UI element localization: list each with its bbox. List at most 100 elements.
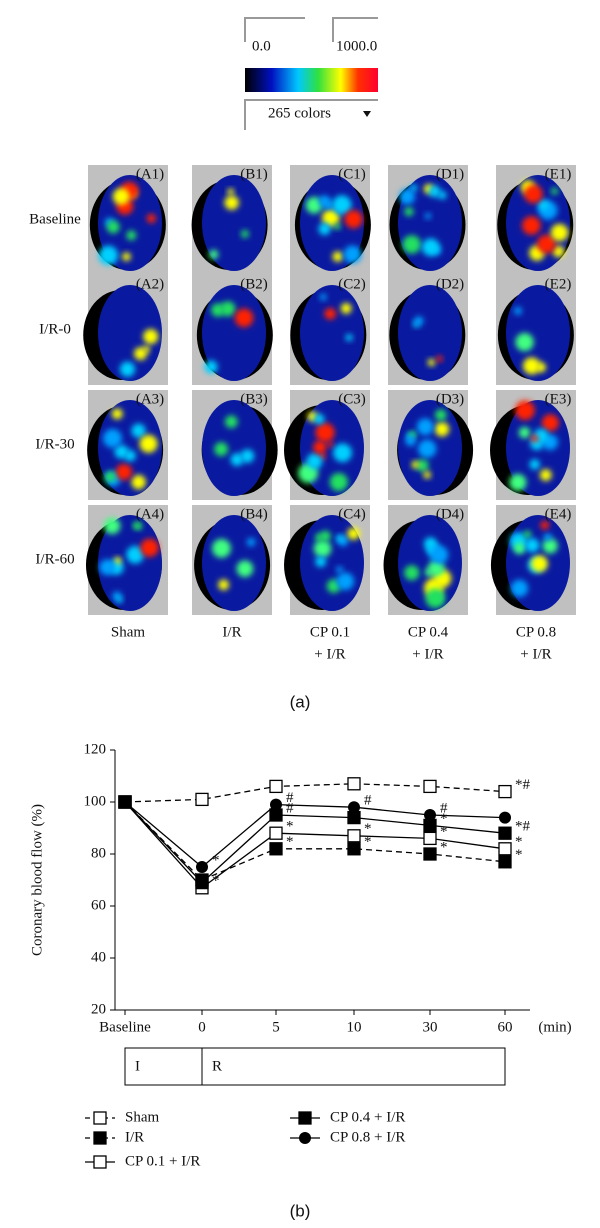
heatmap-image: (C2) <box>290 275 370 385</box>
heatmap-image: (D3) <box>388 390 474 500</box>
column-label: Sham <box>111 624 146 640</box>
perfusion-spot <box>434 421 450 437</box>
perfusion-spot <box>541 414 559 432</box>
perfusion-spot <box>306 453 323 470</box>
perfusion-spot <box>332 251 344 262</box>
legend-label: CP 0.4 + I/R <box>330 1109 405 1125</box>
heatmap-image: (D4) <box>383 505 468 615</box>
annotation: # <box>440 800 448 816</box>
perfusion-spot <box>99 559 116 576</box>
perfusion-spot <box>399 188 416 205</box>
dropdown-arrow[interactable] <box>363 111 371 117</box>
point <box>424 809 436 821</box>
heatmap-image: (A3) <box>87 390 168 500</box>
annotation: # <box>364 793 372 809</box>
colorbar-max: 1000.0 <box>336 38 377 54</box>
heart-tissue <box>202 400 266 496</box>
annotation: * <box>515 847 523 863</box>
annotation: * <box>286 834 294 850</box>
perfusion-spot <box>313 440 327 454</box>
heatmap-image: (E3) <box>490 390 576 500</box>
perfusion-spot <box>417 439 437 458</box>
y-tick-label: 40 <box>91 949 106 965</box>
point <box>269 779 283 794</box>
perfusion-spot <box>321 209 340 227</box>
panel-label: (B4) <box>240 506 268 522</box>
perfusion-spot <box>315 422 335 443</box>
panel-label: (A3) <box>136 391 164 407</box>
perfusion-spot <box>131 423 146 438</box>
panel-label: (B1) <box>240 166 268 182</box>
heart-tissue <box>202 175 266 271</box>
perfusion-spot <box>515 332 534 352</box>
point <box>347 842 361 856</box>
perfusion-spot <box>424 213 432 220</box>
perfusion-spot <box>332 195 352 215</box>
perfusion-spot <box>542 538 558 554</box>
heatmap-image: (B4) <box>192 505 272 615</box>
perfusion-spot <box>112 188 130 205</box>
perfusion-spot <box>204 360 218 374</box>
perfusion-spot <box>552 245 565 258</box>
heatmap-image: (B3) <box>192 390 278 500</box>
perfusion-spot <box>336 566 343 573</box>
perfusion-spot <box>531 555 548 573</box>
perfusion-spot <box>344 210 363 229</box>
point <box>423 831 437 846</box>
perfusion-spot <box>424 537 437 550</box>
annotation: * <box>440 811 448 827</box>
legend-marker <box>298 1111 312 1125</box>
caption-a: (a) <box>290 692 311 711</box>
annotation: * <box>212 873 220 889</box>
perfusion-spot <box>315 533 324 542</box>
perfusion-spot <box>427 358 436 367</box>
widget-frame <box>244 17 378 130</box>
heatmap-image: (C3) <box>284 390 370 500</box>
perfusion-spot <box>539 469 552 481</box>
panel-label: (D4) <box>436 506 464 522</box>
legend-entry: CP 0.8 + I/R <box>290 1129 405 1145</box>
phase-label: R <box>212 1058 222 1074</box>
perfusion-spot <box>208 249 219 260</box>
perfusion-spot <box>143 345 150 353</box>
perfusion-spot <box>404 207 414 217</box>
colorbar <box>245 68 378 92</box>
x-tick-label: 0 <box>198 1019 206 1035</box>
perfusion-spot <box>230 453 244 467</box>
perfusion-spot <box>514 306 522 315</box>
heatmap-image: (D2) <box>388 275 468 385</box>
legend-entry: I/R <box>85 1129 144 1145</box>
perfusion-spot <box>103 517 121 535</box>
perfusion-spot <box>537 199 549 211</box>
perfusion-spot <box>220 301 236 317</box>
perfusion-spot <box>416 418 434 436</box>
dropdown-label[interactable]: 265 colors <box>268 105 331 121</box>
heatmap-image: (E1) <box>496 165 576 275</box>
perfusion-spot <box>524 184 543 204</box>
point <box>269 808 283 822</box>
series-line <box>124 801 506 868</box>
perfusion-spot <box>343 245 362 264</box>
point <box>423 779 437 794</box>
point <box>423 847 437 861</box>
heatmap-image: (C4) <box>284 505 370 615</box>
x-tick-label: 30 <box>423 1019 438 1035</box>
perfusion-spot <box>126 230 137 241</box>
panel-label: (E4) <box>545 506 572 522</box>
perfusion-spot <box>436 355 443 363</box>
y-tick-label: 20 <box>91 1001 106 1017</box>
perfusion-spot <box>336 534 344 542</box>
panel-label: (E2) <box>545 276 572 292</box>
perfusion-spot <box>530 434 539 443</box>
row-label: I/R-30 <box>35 436 74 452</box>
perfusion-spot <box>510 579 529 598</box>
heart-tissue <box>398 285 462 381</box>
perfusion-spot <box>438 191 447 200</box>
panel-label: (A2) <box>136 276 164 292</box>
x-tick-label: 5 <box>272 1019 280 1035</box>
y-tick-label: 60 <box>91 897 106 913</box>
perfusion-spot <box>428 559 445 577</box>
perfusion-spot <box>218 579 229 591</box>
perfusion-spot <box>240 230 249 238</box>
panel-label: (D2) <box>436 276 464 292</box>
